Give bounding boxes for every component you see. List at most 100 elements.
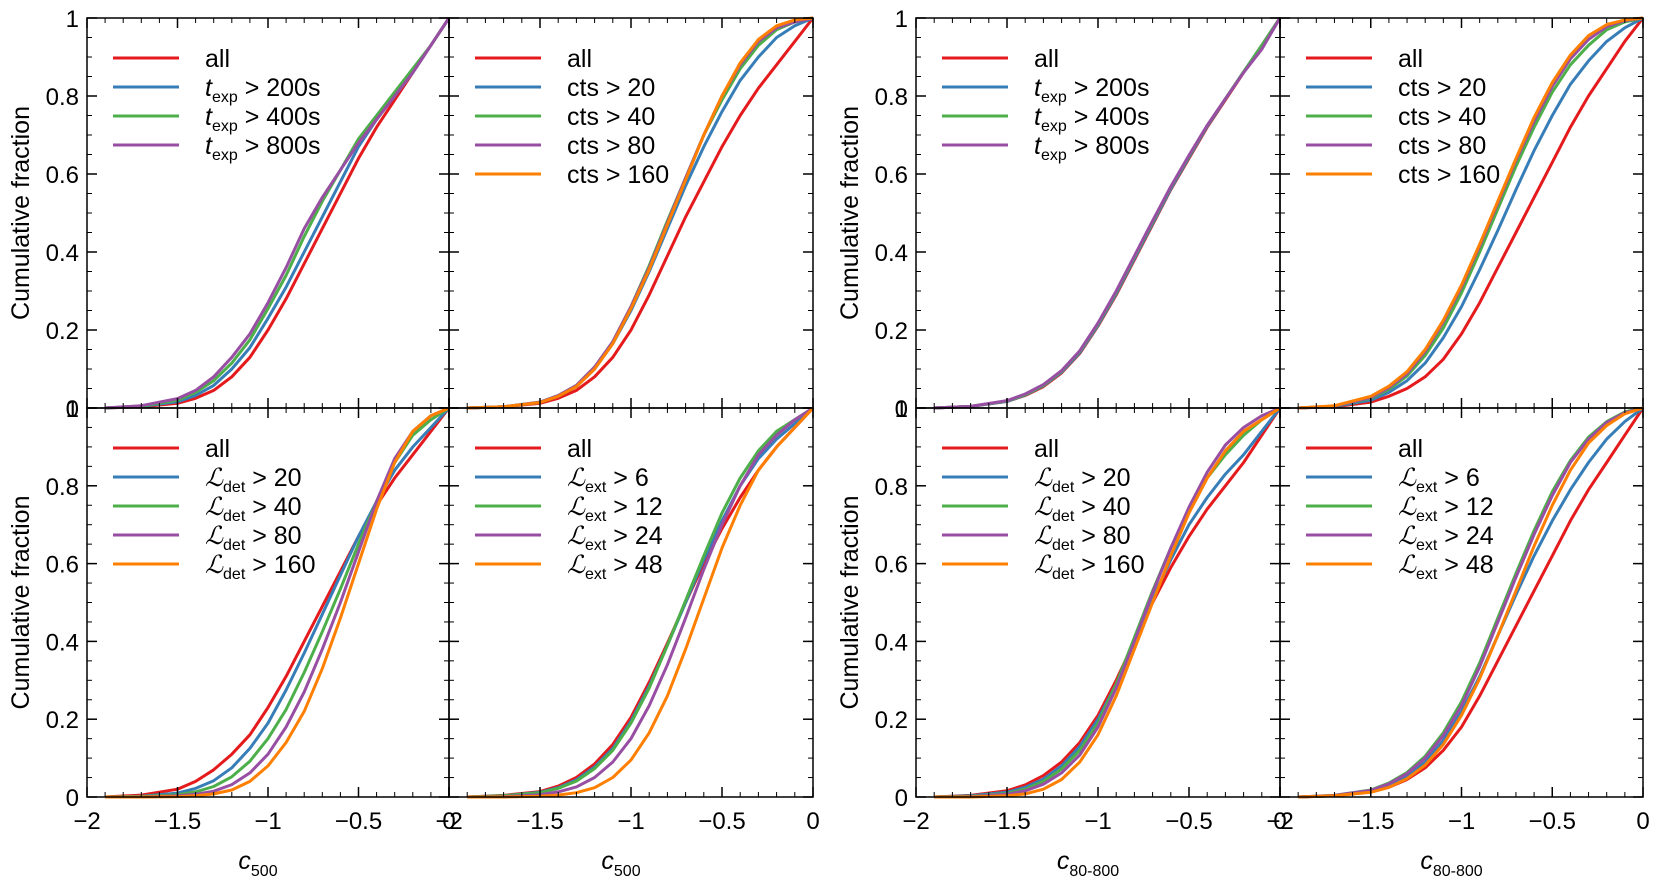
y-tick-label: 0.2 bbox=[875, 707, 908, 734]
legend-subscript: ext bbox=[585, 537, 607, 554]
x-axis-label: c500 bbox=[601, 847, 640, 880]
legend-label: ℒext > 48 bbox=[1398, 551, 1494, 583]
legend-subscript: exp bbox=[1041, 118, 1067, 135]
legend-label: ℒext > 6 bbox=[1398, 464, 1480, 496]
legend-label: ℒdet > 80 bbox=[205, 522, 302, 554]
legend-label: ℒext > 12 bbox=[567, 493, 663, 525]
y-tick-label: 0.8 bbox=[875, 84, 908, 111]
x-tick-label: −1 bbox=[617, 808, 644, 835]
x-tick-label: −1.5 bbox=[516, 808, 563, 835]
y-tick-label: 0.6 bbox=[875, 552, 908, 579]
legend-symbol: ℒ bbox=[1398, 464, 1417, 492]
legend-condition: > 20 bbox=[245, 464, 301, 492]
legend-symbol: ℒ bbox=[205, 551, 224, 579]
legend-symbol: t bbox=[1034, 132, 1042, 160]
legend-symbol: ℒ bbox=[1034, 522, 1053, 550]
legend-symbol: t bbox=[205, 74, 213, 102]
legend-symbol: ℒ bbox=[205, 464, 224, 492]
legend-label: texp > 400s bbox=[1034, 103, 1149, 135]
legend-subscript: det bbox=[223, 537, 246, 554]
legend-subscript: ext bbox=[585, 508, 607, 525]
y-tick-label: 0 bbox=[66, 785, 79, 812]
legend-label: texp > 200s bbox=[1034, 74, 1149, 106]
legend-condition: > 400s bbox=[1067, 103, 1150, 131]
y-tick-label: 0 bbox=[895, 396, 908, 423]
y-axis-label: Cumulative fraction bbox=[836, 496, 864, 710]
legend-label: cts > 40 bbox=[1398, 103, 1486, 131]
y-tick-label: 0.6 bbox=[46, 552, 79, 579]
legend-condition: > 160 bbox=[1074, 551, 1144, 579]
legend-subscript: exp bbox=[212, 118, 238, 135]
legend-condition: > 160 bbox=[245, 551, 315, 579]
legend-condition: > 6 bbox=[1437, 464, 1479, 492]
series-line bbox=[467, 406, 815, 799]
legend-label: cts > 160 bbox=[567, 161, 669, 189]
legend-subscript: det bbox=[1052, 537, 1075, 554]
x-tick-label: −2 bbox=[435, 808, 462, 835]
legend-label: ℒdet > 40 bbox=[1034, 493, 1131, 525]
legend-symbol: t bbox=[1034, 74, 1042, 102]
legend-label: ℒext > 6 bbox=[567, 464, 649, 496]
x-tick-label: −1.5 bbox=[983, 808, 1030, 835]
legend-label: all bbox=[567, 435, 592, 463]
legend-condition: > 12 bbox=[606, 493, 662, 521]
legend-symbol: ℒ bbox=[1034, 464, 1053, 492]
y-tick-label: 0.4 bbox=[875, 629, 908, 656]
y-tick-label: 0.2 bbox=[46, 318, 79, 345]
legend-symbol: ℒ bbox=[1398, 493, 1417, 521]
legend-label: cts > 20 bbox=[1398, 74, 1486, 102]
panel-bottom-left: −2 −1.5 −1 −0.5 0 0 0.2 0.4 0.6 0.8 1 Cumulative fr… bbox=[7, 396, 456, 880]
y-axis-label: Cumulative fraction bbox=[836, 106, 864, 320]
x-tick-label: −2 bbox=[1266, 808, 1293, 835]
series-line bbox=[467, 16, 814, 410]
y-tick-label: 0.6 bbox=[875, 162, 908, 189]
legend-condition: > 80 bbox=[1074, 522, 1130, 550]
legend-subscript: ext bbox=[1416, 479, 1438, 496]
legend-label: cts > 80 bbox=[1398, 132, 1486, 160]
x-tick-label: −0.5 bbox=[335, 808, 382, 835]
y-tick-label: 0.8 bbox=[46, 84, 79, 111]
legend-subscript: exp bbox=[1041, 147, 1067, 164]
legend-label: all bbox=[205, 435, 230, 463]
legend-label: all bbox=[205, 45, 230, 73]
x-tick-label: −2 bbox=[73, 808, 100, 835]
y-tick-label: 0 bbox=[66, 396, 79, 423]
x-tick-label: −1 bbox=[1448, 808, 1475, 835]
x-axis-label: c500 bbox=[238, 847, 277, 880]
legend-symbol: ℒ bbox=[205, 522, 224, 550]
legend-subscript: ext bbox=[585, 566, 607, 583]
legend-subscript: exp bbox=[212, 89, 238, 106]
x-axis-label-subscript: 500 bbox=[614, 863, 641, 880]
legend-condition: > 800s bbox=[238, 132, 321, 160]
legend-condition: > 48 bbox=[1437, 551, 1493, 579]
legend-subscript: ext bbox=[1416, 537, 1438, 554]
series-line bbox=[105, 407, 451, 799]
y-axis-label: Cumulative fraction bbox=[7, 496, 35, 710]
x-tick-label: 0 bbox=[1273, 808, 1286, 835]
x-axis-label-main: c bbox=[238, 847, 251, 875]
legend-symbol: ℒ bbox=[1398, 551, 1417, 579]
x-tick-label: −0.5 bbox=[1165, 808, 1212, 835]
x-tick-label: −1 bbox=[254, 808, 281, 835]
x-tick-label: −1.5 bbox=[154, 808, 201, 835]
series-line bbox=[467, 406, 814, 799]
legend-symbol: t bbox=[1034, 103, 1042, 131]
panel-bottom-center-right: −2 −1.5 −1 −0.5 0 0 0.2 0.4 0.6 0.8 1 Cumulative fr… bbox=[836, 396, 1287, 880]
legend-label: ℒdet > 160 bbox=[205, 551, 315, 583]
legend-subscript: det bbox=[223, 508, 246, 525]
legend-condition: > 400s bbox=[238, 103, 321, 131]
y-axis-label: Cumulative fraction bbox=[7, 106, 35, 320]
legend-condition: > 24 bbox=[1437, 522, 1493, 550]
legend-label: ℒext > 24 bbox=[567, 522, 663, 554]
legend-symbol: ℒ bbox=[1034, 551, 1053, 579]
legend-subscript: det bbox=[223, 479, 246, 496]
legend-condition: > 48 bbox=[606, 551, 662, 579]
legend-condition: > 6 bbox=[606, 464, 648, 492]
legend-condition: > 24 bbox=[606, 522, 662, 550]
legend-label: ℒdet > 160 bbox=[1034, 551, 1144, 583]
